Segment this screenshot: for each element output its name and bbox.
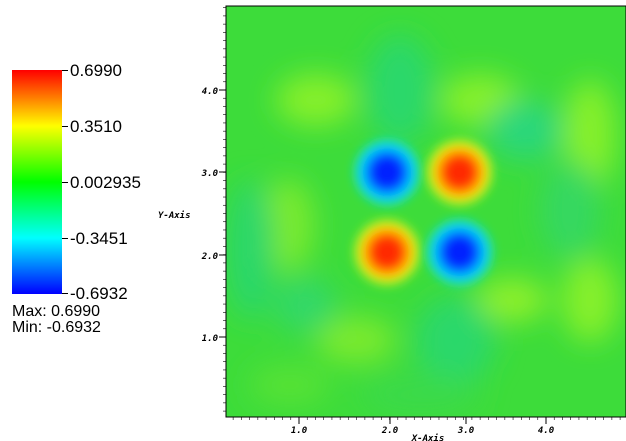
positive-peak bbox=[354, 219, 421, 286]
positive-peak bbox=[426, 139, 493, 206]
colorbar-tick-3 bbox=[62, 182, 68, 183]
negative-peak bbox=[426, 219, 493, 286]
x-tick-2: 2.0 bbox=[381, 426, 399, 436]
colorbar-tick-min bbox=[62, 293, 68, 294]
heatmap-field bbox=[226, 6, 626, 417]
colorbar-label-3: 0.002935 bbox=[70, 173, 141, 192]
axis-major-ticks bbox=[219, 89, 547, 424]
x-tick-1: 1.0 bbox=[291, 426, 308, 436]
x-tick-4: 4.0 bbox=[538, 426, 555, 436]
y-axis-title: Y-Axis bbox=[158, 210, 191, 221]
min-readout: Min: -0.6932 bbox=[12, 319, 101, 336]
negative-peak bbox=[354, 139, 421, 206]
colorbar-tick-4 bbox=[62, 238, 68, 239]
y-tick-4: 4.0 bbox=[202, 87, 219, 97]
axis-minor-ticks bbox=[223, 7, 621, 420]
y-tick-1: 1.0 bbox=[202, 334, 219, 344]
plot-frame bbox=[225, 5, 626, 418]
y-tick-3: 3.0 bbox=[201, 169, 219, 179]
y-tick-2: 2.0 bbox=[201, 252, 219, 262]
colorbar-label-2: 0.3510 bbox=[70, 117, 122, 136]
x-tick-3: 3.0 bbox=[457, 426, 475, 436]
colorbar-tick-2 bbox=[62, 126, 68, 127]
max-readout: Max: 0.6990 bbox=[12, 303, 101, 320]
colorbar-tick-max bbox=[62, 70, 68, 71]
colorbar-label-4: -0.3451 bbox=[70, 229, 128, 248]
x-axis-title: X-Axis bbox=[411, 433, 445, 441]
colorbar bbox=[12, 70, 62, 294]
colorbar-label-max: 0.6990 bbox=[70, 61, 122, 80]
colorbar-label-min: -0.6932 bbox=[70, 284, 128, 303]
